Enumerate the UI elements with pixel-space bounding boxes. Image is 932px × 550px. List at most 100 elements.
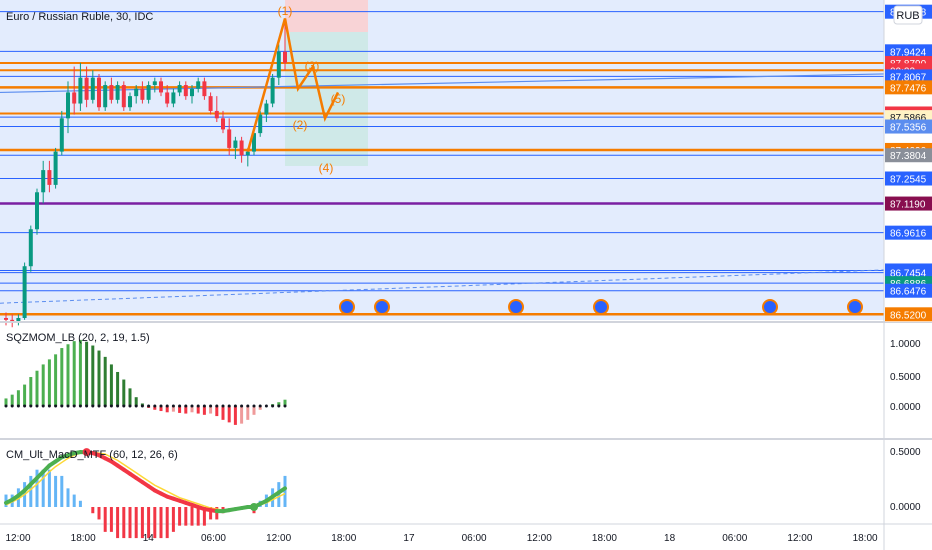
sqz-dot	[190, 404, 194, 408]
price-label-text: 87.8067	[890, 72, 927, 83]
price-label-bg	[885, 265, 932, 280]
price-label: 87.2545	[885, 171, 932, 186]
sqz-dot	[23, 404, 27, 408]
currency-badge-text: RUB	[896, 10, 919, 22]
sqz-dot	[66, 404, 70, 408]
sqz-dot	[184, 404, 188, 408]
sqz-dot	[140, 404, 144, 408]
economic-event-marker[interactable]	[593, 299, 609, 315]
sqz-dot	[91, 404, 95, 408]
price-label-text: 87.1190	[890, 200, 926, 211]
candle-body	[276, 51, 281, 78]
trend-line-dashed	[0, 269, 885, 304]
time-label: 12:00	[266, 533, 291, 544]
economic-event-marker[interactable]	[339, 299, 355, 315]
economic-event-marker[interactable]	[508, 299, 524, 315]
sqz-dot	[215, 404, 219, 408]
economic-event-marker[interactable]	[762, 299, 778, 315]
candle-body	[152, 81, 157, 86]
indicator-sqzmom-label[interactable]: SQZMOM_LB (20, 2, 19, 1.5)	[6, 332, 150, 344]
price-label: 87.9424	[885, 44, 932, 59]
candle-body	[78, 77, 83, 104]
wave-label-3: (3)	[305, 59, 320, 73]
sqz-dot	[47, 404, 51, 408]
candle-body	[227, 129, 232, 148]
candle-body	[233, 140, 238, 148]
candle-body	[208, 96, 213, 111]
sqz-dot	[221, 404, 225, 408]
currency-badge[interactable]: RUB	[893, 5, 923, 25]
price-labels: 88.156887.942487.879000:2287.806787.7476…	[885, 4, 932, 322]
price-label-bg	[885, 148, 932, 163]
time-label: 06:00	[201, 533, 226, 544]
candle-body	[115, 85, 120, 100]
candle-body	[183, 85, 188, 97]
candle-body	[214, 110, 219, 119]
candle-body	[28, 229, 33, 267]
price-label: 86.5200	[885, 307, 932, 322]
sqz-dot	[258, 404, 262, 408]
price-label-bg	[885, 196, 932, 211]
price-label-bg	[885, 80, 932, 95]
candle-body	[159, 81, 163, 93]
chart-title[interactable]: Euro / Russian Ruble, 30, IDC	[6, 11, 153, 23]
candle-body	[90, 77, 95, 100]
economic-event-marker[interactable]	[847, 299, 863, 315]
sqz-dot	[252, 404, 256, 408]
candle-body	[16, 318, 21, 322]
time-label: 18:00	[592, 533, 617, 544]
sqz-dot	[35, 404, 39, 408]
macd-cross-marker	[82, 448, 91, 457]
price-label: 87.5356	[885, 119, 932, 134]
sqz-dot	[109, 404, 113, 408]
sqz-dot	[116, 404, 120, 408]
candlestick-series	[4, 22, 287, 328]
time-axis[interactable]: 12:00 18:00 14 06:00 12:00 18:00 17 06:00 12:00 1…	[5, 533, 878, 544]
sqz-dot	[202, 404, 206, 408]
candle-body	[202, 81, 207, 97]
candle-body	[283, 51, 287, 63]
price-label-text: 87.3804	[890, 151, 927, 162]
candle-body	[190, 88, 194, 97]
sqz-dot	[78, 404, 82, 408]
sqz-dot	[240, 404, 244, 408]
price-label: 87.1190	[885, 196, 932, 211]
sqz-dot	[147, 404, 151, 408]
wave-label-1: (1)	[278, 4, 293, 18]
sqz-dot	[103, 404, 107, 408]
time-label: 18:00	[71, 533, 96, 544]
sqz-tick: 1.0000	[890, 339, 921, 350]
sqz-dot	[72, 404, 76, 408]
sqz-dot	[246, 404, 250, 408]
candle-body	[196, 81, 201, 89]
time-label: 06:00	[462, 533, 487, 544]
sqzmom-histogram	[4, 339, 287, 425]
candle-body	[134, 88, 139, 97]
event-markers	[339, 299, 863, 315]
macd-tick: 0.0000	[890, 502, 921, 513]
sqz-dot	[271, 404, 275, 408]
price-label-bg	[885, 69, 932, 84]
price-label: 87.8067	[885, 69, 932, 84]
economic-event-marker[interactable]	[374, 299, 390, 315]
candle-body	[146, 85, 151, 100]
price-label-text: 86.9616	[890, 229, 927, 240]
candle-body	[264, 103, 269, 115]
macd-line-segment	[276, 486, 287, 495]
stop-loss-zone	[285, 0, 368, 32]
price-label: 86.6476	[885, 283, 932, 298]
candle-body	[72, 92, 77, 104]
sqz-dot	[196, 404, 200, 408]
candle-body	[252, 133, 256, 152]
time-label: 18:00	[853, 533, 878, 544]
indicator-macd-label[interactable]: CM_Ult_MacD_MTF (60, 12, 26, 6)	[6, 449, 178, 461]
price-label-text: 86.6476	[890, 287, 927, 298]
price-label-bg	[885, 307, 932, 322]
candle-body	[97, 77, 101, 108]
time-label: 18	[664, 533, 676, 544]
price-label-bg	[885, 171, 932, 186]
candle-body	[140, 88, 145, 100]
sqz-dot	[171, 404, 175, 408]
time-label: 12:00	[787, 533, 812, 544]
